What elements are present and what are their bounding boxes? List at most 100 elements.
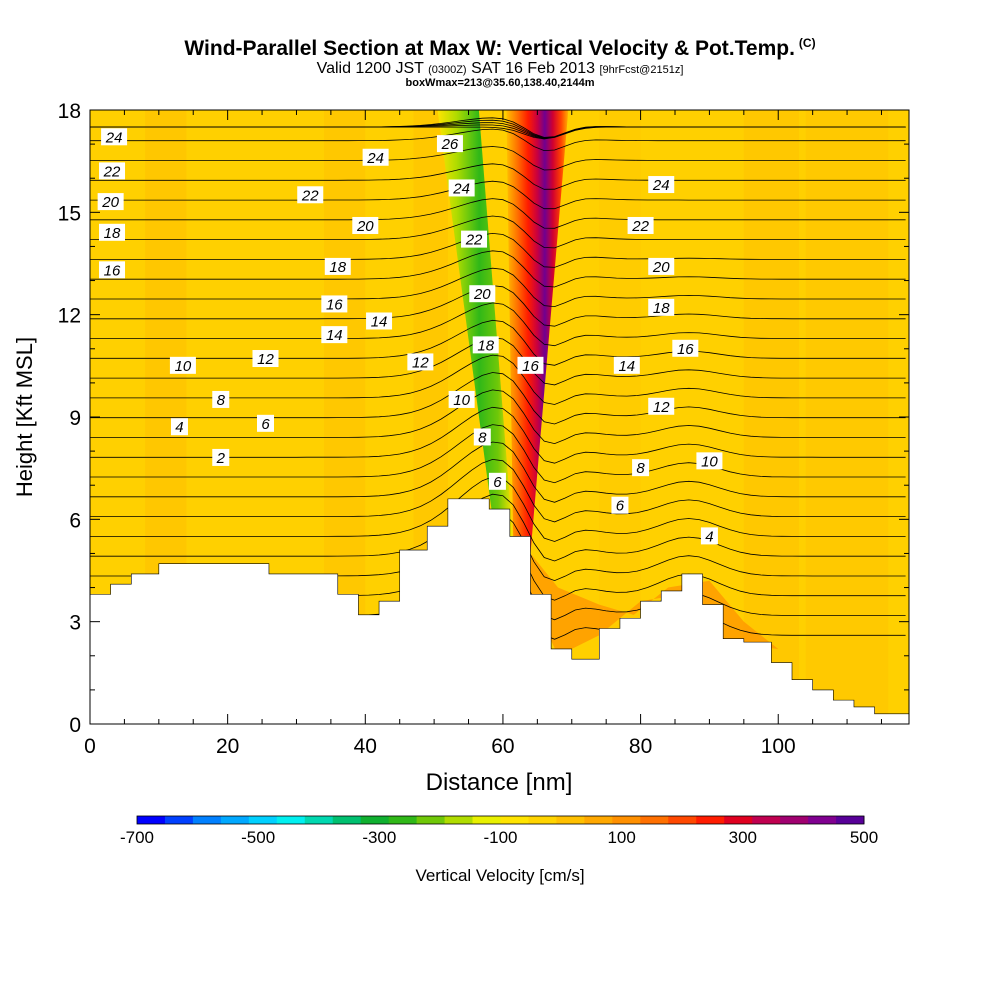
isentrope-label-text: 8 <box>636 460 645 477</box>
isentrope-label-box <box>99 162 126 180</box>
valid-time-utc: (0300Z) <box>428 64 467 76</box>
isentrope-label-text: 24 <box>366 150 384 167</box>
isentrope-label: 8 <box>212 390 230 409</box>
isentrope-label-text: 22 <box>631 218 649 235</box>
isentrope-label-box <box>613 356 640 374</box>
isentrope-label-text: 10 <box>175 358 192 375</box>
isentrope-label-box <box>170 418 188 436</box>
isentrope-line <box>90 126 906 140</box>
velocity-band-5 <box>805 110 889 724</box>
colorbar-swatch <box>276 816 306 824</box>
y-tick-label: 15 <box>58 202 81 225</box>
isentrope-label-text: 4 <box>175 419 183 436</box>
isentrope-label-text: 18 <box>329 259 346 276</box>
y-tick-label: 6 <box>69 509 81 532</box>
y-tick-label: 9 <box>69 407 81 430</box>
isentrope-label: 20 <box>97 193 124 211</box>
isentrope-line <box>90 441 906 503</box>
isentrope-label: 24 <box>648 176 675 194</box>
isentrope-label-box <box>97 193 124 211</box>
x-tick-label: 60 <box>491 735 514 758</box>
isentrope-label-box <box>632 459 650 477</box>
x-axis-label: Distance [nm] <box>426 769 573 796</box>
isentrope-label-box <box>352 216 379 234</box>
isentrope-label-box <box>648 176 675 194</box>
isentrope-label: 14 <box>366 312 393 330</box>
y-axis-label: Height [Kft MSL] <box>12 337 37 497</box>
isentrope-label-box <box>472 336 499 354</box>
colorbar-swatch <box>164 816 194 824</box>
colorbar-label: Vertical Velocity [cm/s] <box>415 866 584 885</box>
isentrope-line <box>90 424 906 484</box>
colorbar-tick-label: -100 <box>483 828 517 847</box>
isentrope-label-box <box>252 350 279 368</box>
isentrope-label-text: 16 <box>522 358 539 375</box>
isentrope-label-text: 14 <box>371 313 388 330</box>
isentrope-label-box <box>212 448 230 466</box>
y-tick-label: 0 <box>69 714 81 737</box>
isentrope-label: 24 <box>101 128 128 146</box>
isentrope-label: 18 <box>324 257 351 276</box>
isentrope-label: 16 <box>321 295 348 313</box>
x-tick-label: 80 <box>629 735 652 758</box>
isentrope-label-box <box>672 339 699 357</box>
isentrope-label: 22 <box>297 186 324 204</box>
colorbar-swatch <box>584 816 613 824</box>
isentrope-line <box>90 198 906 229</box>
colorbar-swatch <box>332 816 362 824</box>
isentrope-line <box>90 128 906 152</box>
isentrope-label: 20 <box>469 285 496 303</box>
colorbar-swatch <box>752 816 781 824</box>
isentrope-label-text: 2 <box>216 450 226 467</box>
isentrope-label-text: 18 <box>653 300 670 317</box>
isentrope-label-box <box>324 257 351 275</box>
colorbar-tick-label: -500 <box>241 828 275 847</box>
colorbar: -700 -500 -300 -100 100 300 500 <box>120 815 878 847</box>
isentrope-label-text: 14 <box>326 327 343 344</box>
isentrope-label: 22 <box>99 162 126 180</box>
isentrope-label: 16 <box>517 356 544 375</box>
isentrope-label-text: 22 <box>301 187 319 204</box>
isentrope-label: 10 <box>169 356 196 375</box>
isentrope-label-box <box>488 472 506 490</box>
colorbar-swatch <box>304 816 334 824</box>
isentrope-line <box>90 250 906 288</box>
isentrope-label-box <box>212 390 230 408</box>
isentrope-label-text: 24 <box>452 180 470 197</box>
isentrope-label-box <box>101 128 128 146</box>
isentrope-label-text: 10 <box>453 392 470 409</box>
isentrope-line <box>90 372 906 425</box>
isentrope-label: 18 <box>99 223 126 242</box>
isentrope-label-box <box>321 295 348 313</box>
isentrope-label-text: 4 <box>705 528 713 545</box>
y-tick-label: 3 <box>69 612 81 635</box>
isentrope-label: 18 <box>648 298 675 317</box>
isentrope-label-text: 16 <box>104 262 121 279</box>
colorbar-swatch <box>724 816 753 824</box>
x-tick-label: 100 <box>761 735 796 758</box>
isentrope-label: 2 <box>212 448 230 467</box>
colorbar-swatch <box>192 816 222 824</box>
isentrope-label-text: 20 <box>652 259 670 276</box>
isentrope-label: 10 <box>448 390 475 409</box>
colorbar-swatch <box>808 816 837 824</box>
isentrope-label: 12 <box>252 350 279 368</box>
isentrope-label-box <box>648 397 675 415</box>
isentrope-label-box <box>366 312 393 330</box>
isentrope-label: 24 <box>362 148 389 167</box>
isentrope-label: 12 <box>407 353 434 371</box>
valid-time: Valid 1200 JST <box>316 60 424 77</box>
isentrope-label: 6 <box>488 472 506 491</box>
isentrope-label-text: 22 <box>103 163 121 180</box>
isentrope-label: 8 <box>632 459 650 477</box>
isentrope-line <box>90 493 906 562</box>
isentrope-label: 18 <box>472 336 499 354</box>
plot-area <box>90 110 909 724</box>
isentrope-label-box <box>407 353 434 371</box>
isentrope-label-box <box>473 428 491 446</box>
y-tick-label: 18 <box>58 100 81 123</box>
isentrope-label-text: 6 <box>493 474 502 491</box>
isentrope-label-text: 6 <box>616 498 625 515</box>
colorbar-swatch <box>696 816 725 824</box>
colorbar-swatch <box>137 816 166 824</box>
